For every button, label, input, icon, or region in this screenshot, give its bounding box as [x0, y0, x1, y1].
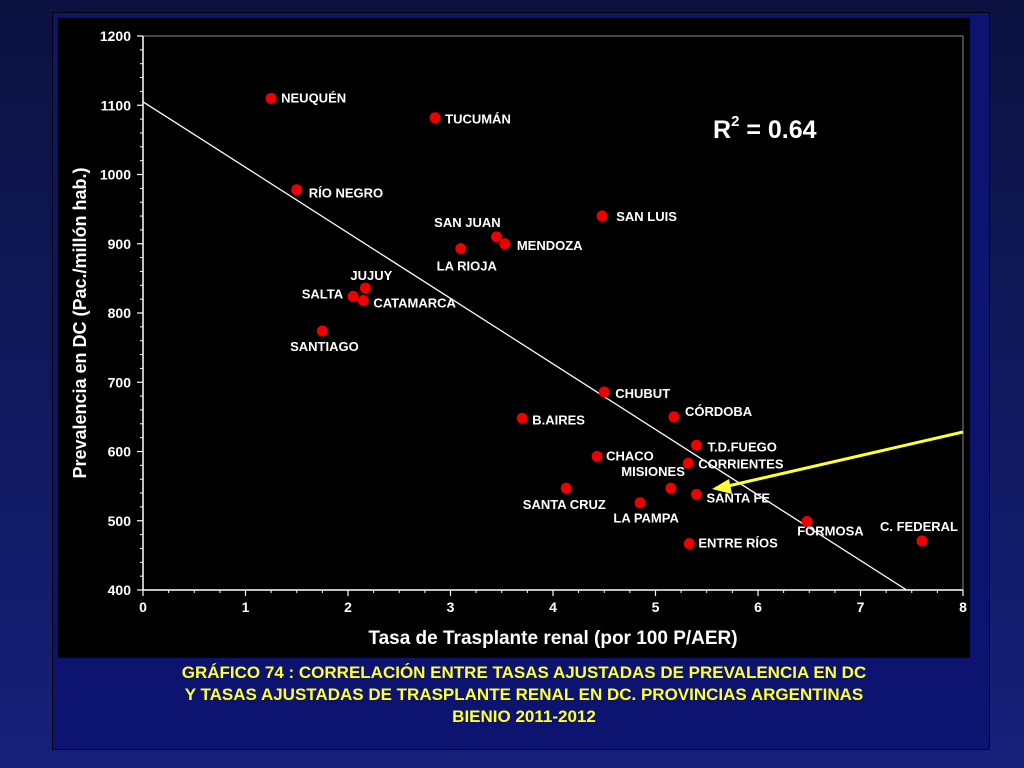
- data-point: [491, 231, 503, 243]
- arrow-shaft: [727, 430, 964, 488]
- point-label: JUJUY: [350, 268, 392, 283]
- point-label: CÓRDOBA: [685, 404, 753, 419]
- point-label: CATAMARCA: [373, 296, 456, 311]
- x-tick-label: 8: [959, 599, 967, 615]
- y-tick-label: 900: [108, 236, 132, 252]
- point-label: ENTRE RÍOS: [698, 536, 778, 551]
- point-label: T.D.FUEGO: [708, 439, 777, 454]
- r2-base: R: [713, 116, 731, 144]
- trend-line: [142, 101, 907, 591]
- point-label: SALTA: [302, 286, 344, 301]
- x-tick-label: 3: [447, 599, 455, 615]
- x-tick-label: 7: [857, 599, 865, 615]
- data-point: [347, 290, 359, 302]
- data-point: [499, 238, 511, 250]
- y-tick-label: 1100: [101, 97, 132, 113]
- y-tick-label: 800: [108, 305, 132, 321]
- point-label: LA PAMPA: [613, 511, 679, 526]
- r2-exponent: 2: [731, 113, 739, 130]
- point-label: LA RIOJA: [437, 259, 498, 274]
- point-label: RÍO NEGRO: [309, 186, 383, 201]
- caption-line-1: GRÁFICO 74 : CORRELACIÓN ENTRE TASAS AJU…: [181, 663, 867, 682]
- data-point: [916, 535, 928, 547]
- data-point: [560, 482, 572, 494]
- data-point: [691, 439, 702, 451]
- point-label: SANTA CRUZ: [523, 497, 606, 512]
- y-tick-label: 1000: [100, 167, 131, 183]
- point-label: SAN LUIS: [616, 209, 677, 224]
- highlight-arrow: [712, 430, 964, 494]
- data-point: [357, 295, 369, 307]
- caption-line-2: Y TASAS AJUSTADAS DE TRASPLANTE RENAL EN…: [184, 685, 864, 704]
- point-label: TUCUMÁN: [445, 112, 511, 127]
- point-label: FORMOSA: [797, 523, 864, 538]
- x-tick-label: 6: [754, 599, 762, 615]
- x-tick-label: 0: [139, 599, 147, 615]
- data-point: [596, 210, 608, 222]
- point-label: SANTA FE: [707, 490, 771, 505]
- data-point: [801, 515, 813, 527]
- data-point: [455, 243, 467, 255]
- data-point: [683, 538, 695, 550]
- data-point: [429, 112, 441, 124]
- x-tick-label: 4: [549, 599, 557, 615]
- data-point: [359, 282, 371, 294]
- point-label: SAN JUAN: [434, 215, 500, 230]
- caption-line-3: BIENIO 2011-2012: [452, 707, 596, 726]
- r2-value: = 0.64: [739, 116, 816, 144]
- data-point: [668, 411, 680, 423]
- y-tick-label: 700: [108, 374, 132, 390]
- x-tick-label: 5: [652, 599, 660, 615]
- arrow-head: [712, 479, 732, 494]
- chart-panel: [58, 18, 970, 658]
- data-point: [516, 412, 528, 424]
- data-point: [316, 325, 328, 337]
- data-point: [265, 92, 277, 104]
- point-label: C. FEDERAL: [880, 519, 958, 534]
- data-point: [634, 497, 646, 509]
- point-label: NEUQUÉN: [281, 90, 346, 105]
- x-axis-label: Tasa de Trasplante renal (por 100 P/AER): [368, 628, 737, 649]
- point-label: CHUBUT: [615, 386, 670, 401]
- data-point: [291, 184, 303, 196]
- y-axis-label: Prevalencia en DC (Pac./millón hab.): [70, 167, 90, 478]
- point-label: CORRIENTES: [698, 456, 784, 471]
- x-tick-label: 1: [242, 599, 250, 615]
- r2-annotation: R2 = 0.64: [713, 113, 817, 144]
- data-point: [591, 450, 603, 462]
- point-label: MENDOZA: [517, 238, 583, 253]
- data-point: [598, 386, 610, 398]
- figure-caption: GRÁFICO 74 : CORRELACIÓN ENTRE TASAS AJU…: [70, 662, 978, 728]
- x-tick-label: 2: [344, 599, 352, 615]
- point-label: MISIONES: [621, 464, 685, 479]
- point-label: CHACO: [606, 448, 654, 463]
- data-point: [665, 482, 677, 494]
- y-tick-label: 400: [108, 582, 132, 598]
- y-tick-label: 1200: [100, 28, 131, 44]
- data-point: [682, 457, 694, 469]
- y-tick-label: 600: [108, 444, 132, 460]
- y-tick-label: 500: [108, 513, 132, 529]
- point-label: B.AIRES: [532, 412, 585, 427]
- data-point: [691, 488, 702, 500]
- point-label: SANTIAGO: [290, 339, 359, 354]
